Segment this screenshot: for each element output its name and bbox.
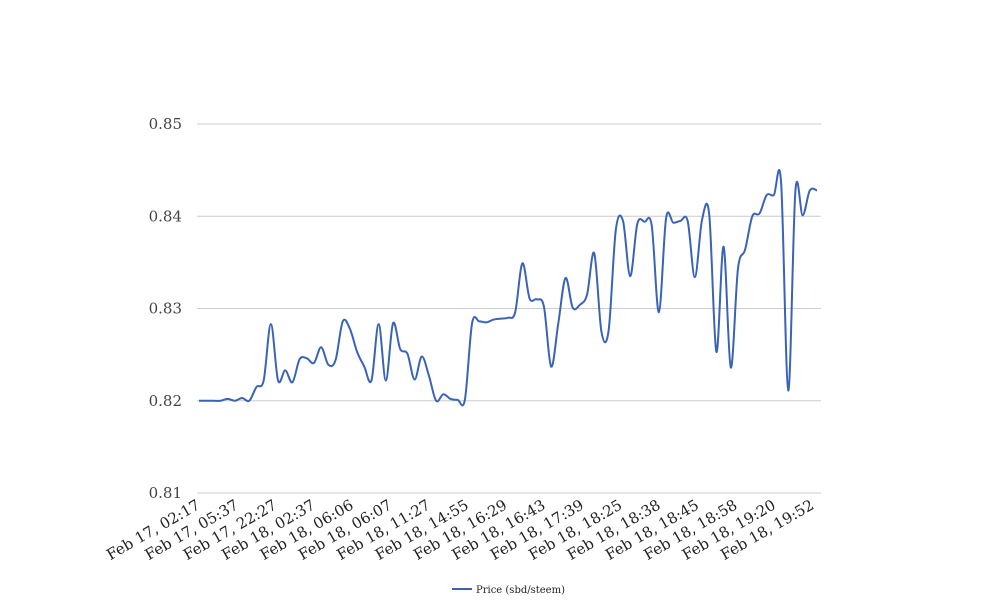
series-line-price bbox=[199, 169, 818, 407]
y-tick-label: 0.83 bbox=[149, 300, 182, 318]
series-group bbox=[199, 169, 818, 407]
y-axis: 0.81 0.82 0.83 0.84 0.85 bbox=[149, 115, 182, 502]
gridlines bbox=[197, 123, 821, 494]
y-tick-label: 0.85 bbox=[149, 115, 182, 133]
y-tick-label: 0.82 bbox=[149, 392, 182, 410]
y-tick-label: 0.84 bbox=[149, 207, 182, 225]
y-tick-label: 0.81 bbox=[149, 484, 182, 502]
legend-label: Price (sbd/steem) bbox=[476, 585, 565, 596]
legend[interactable]: Price (sbd/steem) bbox=[452, 585, 565, 596]
